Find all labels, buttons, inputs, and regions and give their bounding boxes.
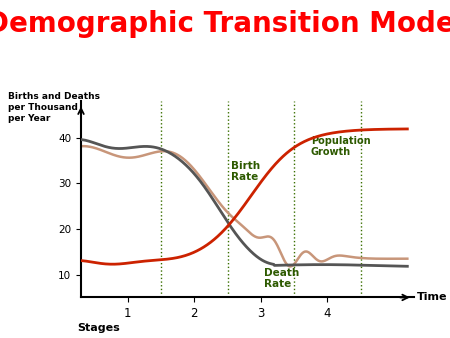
Text: Births and Deaths
per Thousand
per Year: Births and Deaths per Thousand per Year — [8, 92, 100, 123]
Text: Population
Growth: Population Growth — [311, 136, 370, 157]
Text: Death
Rate: Death Rate — [264, 268, 299, 289]
Text: Demographic Transition Model: Demographic Transition Model — [0, 10, 450, 38]
Text: Time: Time — [417, 292, 448, 303]
Text: Stages: Stages — [78, 322, 121, 333]
Text: Birth
Rate: Birth Rate — [231, 161, 260, 182]
